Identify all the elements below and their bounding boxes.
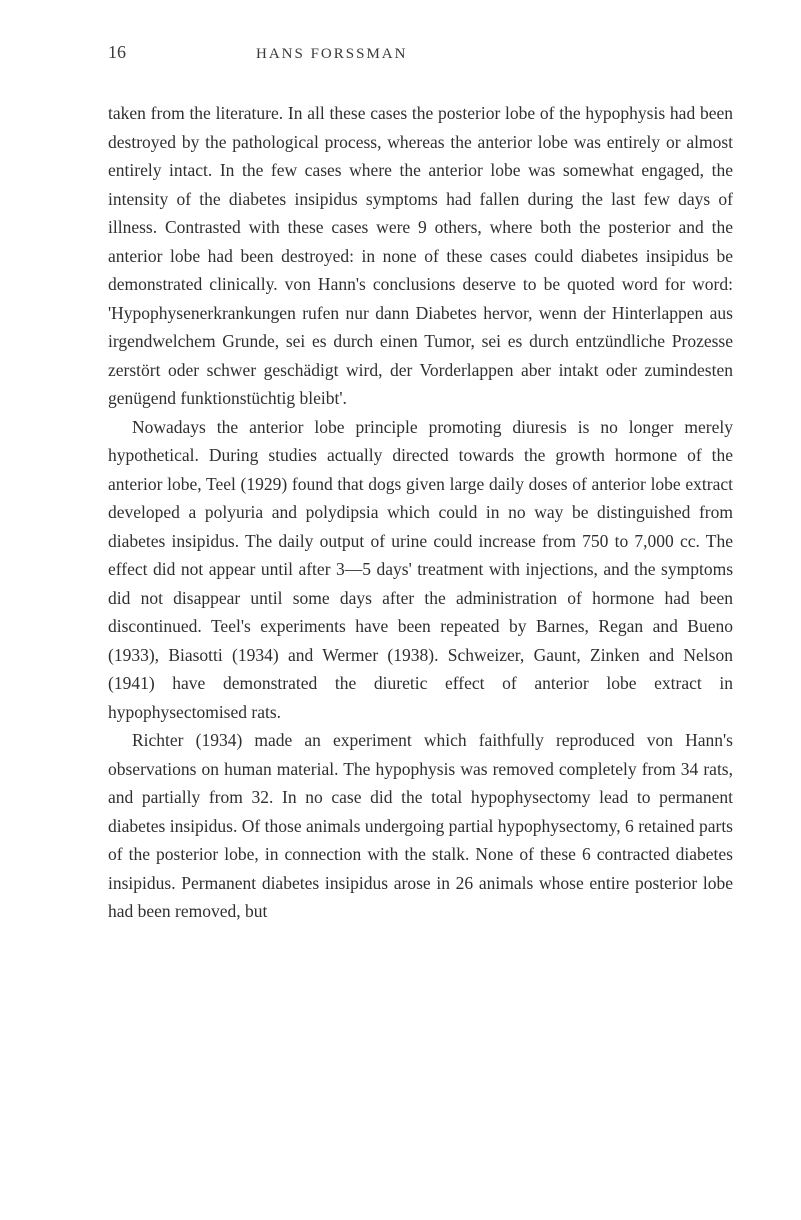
paragraph-3: Richter (1934) made an experiment which … xyxy=(108,726,733,926)
author-name: HANS FORSSMAN xyxy=(256,46,407,63)
body-text: taken from the literature. In all these … xyxy=(108,99,733,926)
page-header: 16 HANS FORSSMAN xyxy=(108,42,733,63)
paragraph-1: taken from the literature. In all these … xyxy=(108,99,733,413)
page-number: 16 xyxy=(108,42,126,63)
paragraph-2: Nowadays the anterior lobe principle pro… xyxy=(108,413,733,727)
